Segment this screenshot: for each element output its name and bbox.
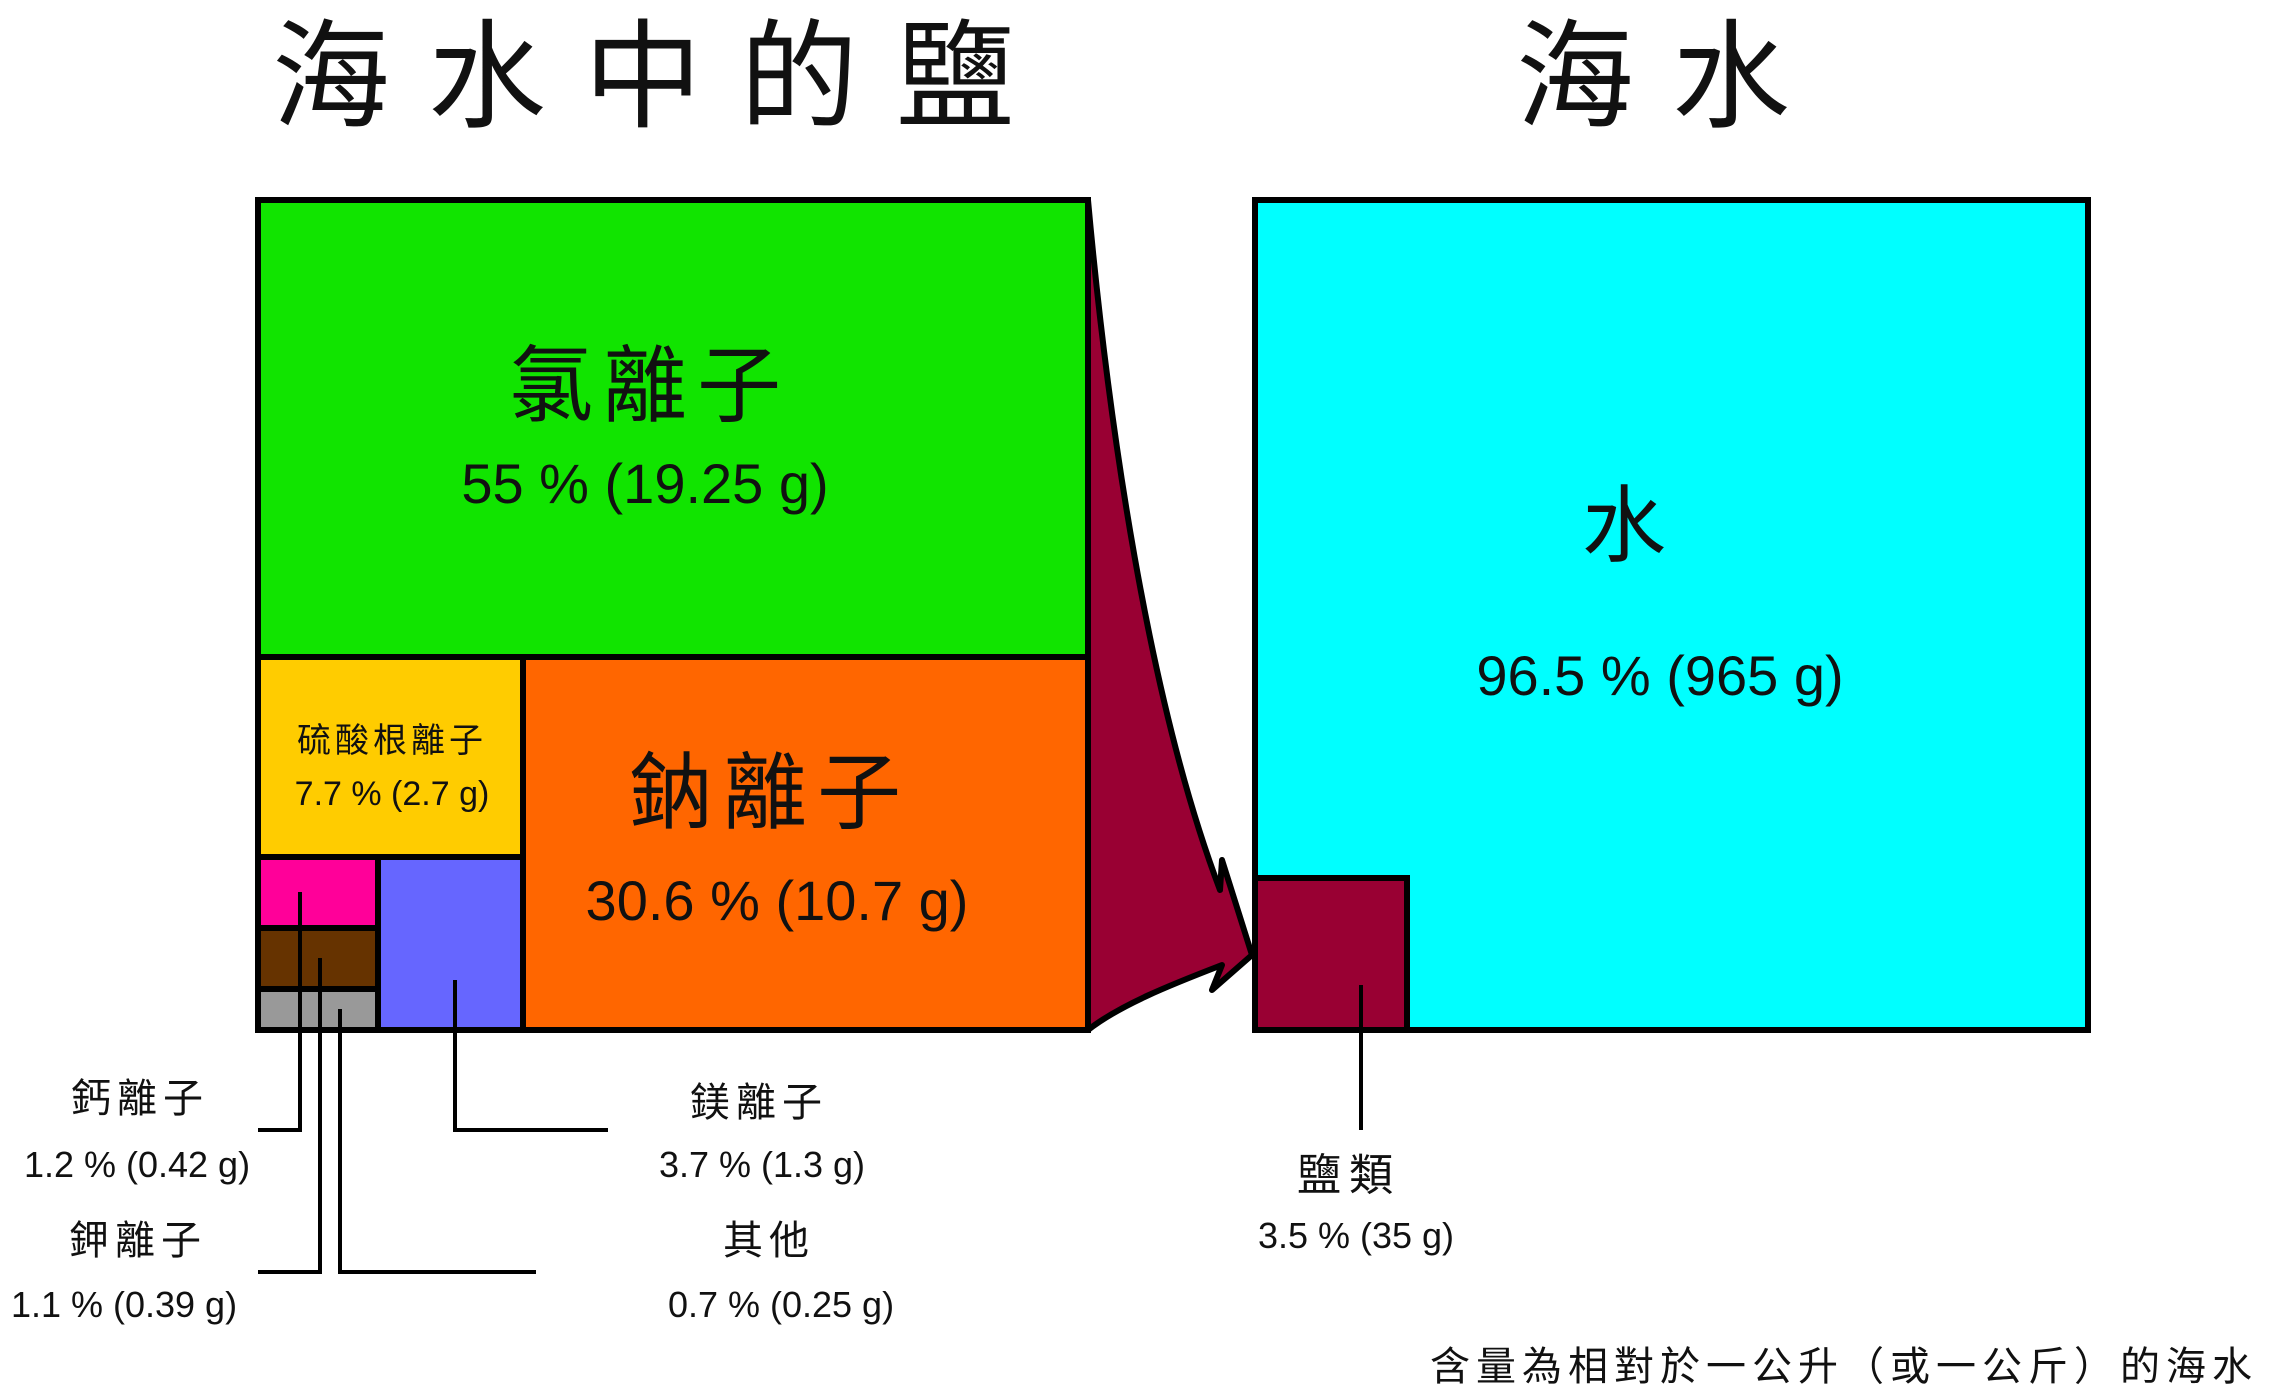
leader-lines [258, 892, 1363, 1274]
calcium-region [255, 854, 381, 931]
footnote: 含量為相對於一公升（或一公斤）的海水 [1430, 1344, 2258, 1390]
magnesium-value: 3.7 % (1.3 g) [659, 1144, 865, 1185]
calcium-value: 1.2 % (0.42 g) [24, 1144, 250, 1185]
sulfate-value: 7.7 % (2.7 g) [295, 775, 490, 813]
water-label: 水 [1582, 477, 1666, 575]
potassium-label: 鉀離子 [69, 1218, 207, 1264]
sulfate-region [255, 654, 526, 860]
calcium-leader [258, 892, 302, 1132]
potassium-value: 1.1 % (0.39 g) [11, 1284, 237, 1325]
seawater-composition-box [1252, 197, 2091, 1033]
sodium-value: 30.6 % (10.7 g) [586, 869, 969, 932]
sodium-label: 鈉離子 [629, 744, 911, 842]
magnesium-label: 鎂離子 [690, 1080, 828, 1126]
sodium-region [520, 654, 1091, 1033]
chloride-label: 氯離子 [509, 337, 791, 435]
other-label: 其他 [723, 1218, 815, 1264]
chloride-region [255, 197, 1091, 660]
magnesium-region [375, 854, 526, 1033]
transfer-arrow [1085, 197, 1255, 1033]
salts-value: 3.5 % (35 g) [1258, 1215, 1454, 1256]
salts-region [1252, 875, 1410, 1033]
calcium-label: 鈣離子 [71, 1076, 209, 1122]
other-leader [338, 1009, 536, 1274]
salt-title: 海水中的鹽 [272, 8, 1052, 146]
other-value: 0.7 % (0.25 g) [668, 1284, 894, 1325]
potassium-leader [258, 958, 322, 1274]
seawater-title: 海水 [1516, 8, 1828, 146]
salts-label: 鹽類 [1297, 1150, 1401, 1201]
water-value: 96.5 % (965 g) [1476, 644, 1843, 707]
sulfate-label: 硫酸根離子 [297, 721, 487, 761]
magnesium-leader [453, 980, 608, 1132]
chloride-value: 55 % (19.25 g) [461, 452, 828, 515]
